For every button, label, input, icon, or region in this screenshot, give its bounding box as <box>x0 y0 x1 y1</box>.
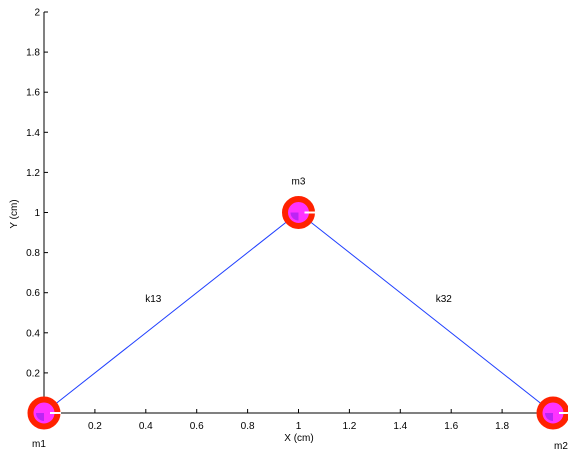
mass-label-m2: m2 <box>554 441 568 452</box>
y-tick-label: 1.2 <box>26 168 40 179</box>
x-axis-label: X (cm) <box>284 433 313 444</box>
mass-label-m1: m1 <box>32 439 46 450</box>
x-tick-label: 1 <box>296 421 302 432</box>
y-tick-label: 1.4 <box>26 128 40 139</box>
y-tick-label: 1.6 <box>26 88 40 99</box>
springs: k13 k32 <box>44 213 553 414</box>
spring-line-k13 <box>44 213 299 414</box>
x-tick-label: 1.2 <box>342 421 356 432</box>
y-tick-label: 1 <box>34 208 40 219</box>
y-tick-label: 0.6 <box>26 288 40 299</box>
masses: m1 m2 m3 <box>31 177 568 452</box>
spring-label-k32: k32 <box>436 294 453 305</box>
y-tick-label: 2 <box>34 8 40 19</box>
x-tick-label: 1.8 <box>495 421 509 432</box>
y-tick-label: 0.4 <box>26 328 40 339</box>
x-tick-label: 0.8 <box>241 421 255 432</box>
mass-m3: m3 <box>285 177 316 227</box>
x-tick-label: 1.6 <box>444 421 458 432</box>
y-tick-label: 0.8 <box>26 248 40 259</box>
x-tick-label: 0.4 <box>139 421 153 432</box>
x-ticks: 00.20.40.60.811.21.41.61.82 <box>41 409 556 432</box>
mass-m1: m1 <box>31 400 62 451</box>
y-axis-label: Y (cm) <box>9 199 20 228</box>
y-ticks: 00.20.40.60.811.21.41.61.82 <box>26 8 48 420</box>
spring-line-k32 <box>299 213 554 414</box>
mass-label-m3: m3 <box>292 177 306 188</box>
spring-label-k13: k13 <box>145 294 162 305</box>
x-tick-label: 1.4 <box>393 421 407 432</box>
x-tick-label: 0.6 <box>190 421 204 432</box>
mass-m2: m2 <box>540 400 568 452</box>
x-tick-label: 0.2 <box>88 421 102 432</box>
y-tick-label: 0.2 <box>26 368 40 379</box>
y-tick-label: 1.8 <box>26 48 40 59</box>
